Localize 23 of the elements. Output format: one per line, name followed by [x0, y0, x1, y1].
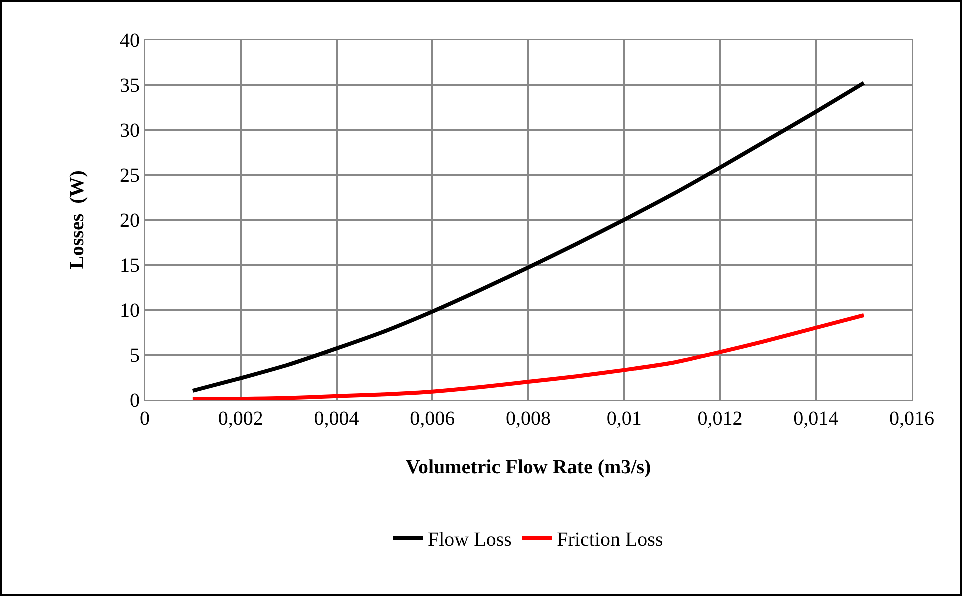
x-axis-title: Volumetric Flow Rate (m3/s) — [406, 456, 652, 478]
y-tick-label: 35 — [120, 75, 140, 97]
y-tick-label: 0 — [130, 390, 140, 412]
x-tick-label: 0,006 — [410, 408, 456, 430]
x-tick-label: 0,004 — [314, 408, 360, 430]
y-tick-label: 20 — [120, 210, 140, 232]
y-axis-title: Losses (W) — [66, 170, 88, 270]
y-tick-label: 40 — [120, 30, 140, 52]
x-tick-label: 0,002 — [218, 408, 264, 430]
x-tick-label: 0,01 — [606, 408, 642, 430]
x-tick-label: 0,012 — [698, 408, 743, 430]
x-tick-label: 0,008 — [506, 408, 551, 430]
legend-label: Flow Loss — [428, 529, 512, 552]
y-tick-label: 25 — [120, 165, 140, 187]
legend-label: Friction Loss — [557, 529, 664, 552]
y-tick-label: 5 — [130, 345, 140, 367]
line-series — [190, 81, 866, 393]
y-tick-label: 15 — [120, 255, 140, 277]
line-series — [190, 313, 866, 400]
y-tick-label: 10 — [120, 300, 140, 322]
x-tick-label: 0,014 — [794, 408, 839, 430]
y-tick-label: 30 — [120, 120, 140, 142]
x-tick-label: 0,016 — [890, 408, 934, 430]
